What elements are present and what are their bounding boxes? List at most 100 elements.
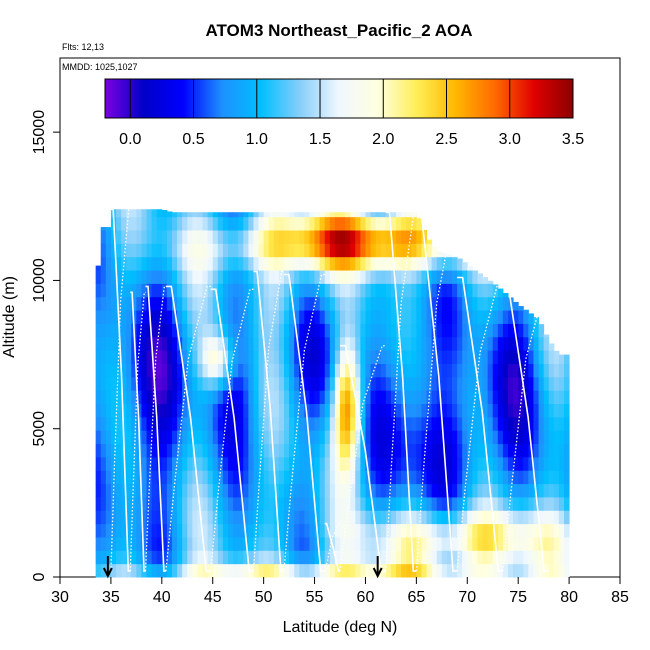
- heatmap-cell: [314, 256, 321, 271]
- heatmap-cell: [380, 212, 387, 218]
- heatmap-cell: [564, 390, 570, 405]
- heatmap-cell: [182, 430, 188, 445]
- heatmap-cell: [166, 376, 173, 391]
- heatmap-cell: [212, 212, 219, 218]
- heatmap-cell: [446, 376, 453, 391]
- heatmap-cell: [533, 430, 540, 445]
- heatmap-cell: [426, 363, 433, 378]
- heatmap-cell: [309, 296, 316, 311]
- heatmap-cell: [416, 456, 422, 471]
- heatmap-cell: [462, 403, 468, 418]
- heatmap-cell: [477, 363, 484, 378]
- heatmap-cell: [436, 403, 443, 418]
- heatmap-cell: [100, 310, 107, 324]
- heatmap-cell: [385, 376, 392, 391]
- heatmap-cell: [233, 243, 239, 258]
- heatmap-cell: [523, 483, 529, 498]
- heatmap-cell: [172, 456, 178, 471]
- heatmap-cell: [416, 523, 422, 538]
- heatmap-cell: [151, 283, 158, 298]
- heatmap-cell: [502, 296, 509, 311]
- heatmap-cell: [324, 283, 331, 298]
- heatmap-cell: [212, 270, 219, 284]
- heatmap-cell: [161, 470, 168, 485]
- heatmap-cell: [345, 430, 351, 445]
- heatmap-cell: [513, 323, 519, 338]
- heatmap-cell: [314, 212, 321, 218]
- heatmap-cell: [136, 563, 142, 578]
- heatmap-cell: [492, 550, 499, 565]
- heatmap-cell: [319, 243, 326, 258]
- heatmap-cell: [416, 496, 422, 511]
- heatmap-cell: [441, 536, 448, 551]
- heatmap-cells: [95, 209, 570, 578]
- heatmap-cell: [217, 270, 224, 284]
- heatmap-cell: [523, 510, 529, 525]
- heatmap-cell: [462, 390, 468, 405]
- heatmap-cell: [457, 403, 463, 418]
- heatmap-cell: [273, 430, 280, 445]
- heatmap-cell: [390, 296, 397, 311]
- heatmap-cell: [289, 212, 295, 218]
- heatmap-cell: [533, 390, 540, 405]
- heatmap-cell: [401, 496, 407, 511]
- heatmap-cell: [370, 216, 377, 231]
- heatmap-cell: [558, 403, 565, 418]
- heatmap-cell: [543, 334, 550, 338]
- heatmap-cell: [390, 523, 397, 538]
- heatmap-cell: [345, 243, 351, 258]
- heatmap-cell: [345, 296, 351, 311]
- heatmap-cell: [365, 310, 372, 324]
- heatmap-cell: [217, 350, 224, 364]
- heatmap-cell: [482, 523, 489, 538]
- heatmap-cell: [396, 243, 402, 258]
- heatmap-cell: [151, 403, 158, 418]
- heatmap-cell: [396, 443, 402, 458]
- heatmap-cell: [543, 550, 550, 565]
- heatmap-cell: [411, 523, 417, 538]
- heatmap-cell: [543, 536, 550, 551]
- heatmap-cell: [553, 350, 560, 364]
- heatmap-cell: [110, 416, 117, 431]
- heatmap-cell: [207, 336, 214, 351]
- heatmap-cell: [340, 510, 346, 525]
- heatmap-cell: [528, 430, 534, 445]
- heatmap-cell: [426, 430, 433, 445]
- heatmap-cell: [334, 416, 341, 431]
- heatmap-cell: [228, 336, 234, 351]
- heatmap-cell: [416, 336, 422, 351]
- heatmap-cell: [528, 416, 534, 431]
- heatmap-cell: [380, 270, 387, 284]
- heatmap-cell: [253, 563, 260, 578]
- heatmap-cell: [452, 443, 458, 458]
- heatmap-cell: [462, 536, 468, 551]
- heatmap-cell: [136, 496, 142, 511]
- heatmap-cell: [513, 470, 519, 485]
- heatmap-cell: [365, 323, 372, 338]
- heatmap-cell: [294, 230, 300, 244]
- heatmap-cell: [416, 470, 422, 485]
- heatmap-cell: [345, 496, 351, 511]
- heatmap-cell: [360, 363, 366, 378]
- heatmap-cell: [446, 550, 453, 565]
- heatmap-cell: [110, 256, 117, 271]
- heatmap-cell: [278, 270, 285, 284]
- heatmap-cell: [345, 470, 351, 485]
- heatmap-cell: [385, 550, 392, 565]
- heatmap-cell: [233, 310, 239, 324]
- heatmap-cell: [268, 376, 275, 391]
- heatmap-cell: [121, 296, 127, 311]
- heatmap-cell: [228, 363, 234, 378]
- heatmap-cell: [558, 376, 565, 391]
- heatmap-cell: [319, 270, 326, 284]
- heatmap-cell: [528, 350, 534, 364]
- heatmap-cell: [172, 350, 178, 364]
- heatmap-cell: [233, 376, 239, 391]
- heatmap-cell: [340, 563, 346, 578]
- heatmap-cell: [319, 403, 326, 418]
- heatmap-cell: [334, 483, 341, 498]
- heatmap-cell: [472, 483, 478, 498]
- heatmap-cell: [156, 510, 163, 525]
- heatmap-cell: [396, 403, 402, 418]
- heatmap-cell: [202, 323, 209, 338]
